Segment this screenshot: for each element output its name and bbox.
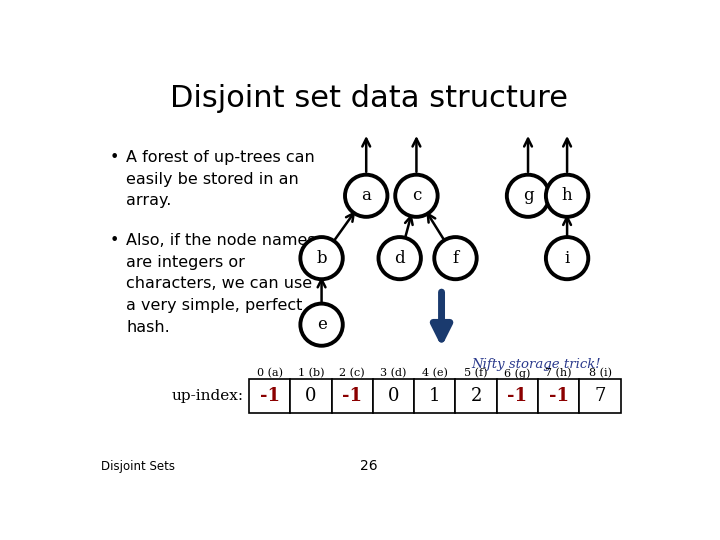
Bar bbox=[456, 379, 497, 413]
Ellipse shape bbox=[546, 237, 588, 279]
Bar bbox=[290, 379, 332, 413]
Text: 8 (i): 8 (i) bbox=[588, 368, 611, 379]
Text: 0: 0 bbox=[305, 387, 317, 405]
Text: 0 (a): 0 (a) bbox=[256, 368, 283, 379]
Text: 2: 2 bbox=[470, 387, 482, 405]
Ellipse shape bbox=[395, 175, 438, 217]
Text: •: • bbox=[109, 233, 119, 248]
Bar bbox=[249, 379, 290, 413]
Bar bbox=[580, 379, 621, 413]
Text: 26: 26 bbox=[360, 459, 378, 473]
Text: b: b bbox=[316, 249, 327, 267]
Text: characters, we can use: characters, we can use bbox=[126, 276, 312, 292]
Text: 5 (f): 5 (f) bbox=[464, 368, 488, 379]
Text: 0: 0 bbox=[388, 387, 400, 405]
Text: up-index:: up-index: bbox=[171, 389, 243, 403]
Text: easily be stored in an: easily be stored in an bbox=[126, 172, 299, 187]
Text: c: c bbox=[412, 187, 421, 204]
Ellipse shape bbox=[507, 175, 549, 217]
Text: -1: -1 bbox=[260, 387, 279, 405]
Text: a: a bbox=[361, 187, 371, 204]
Text: are integers or: are integers or bbox=[126, 255, 245, 270]
Text: d: d bbox=[395, 249, 405, 267]
Ellipse shape bbox=[300, 237, 343, 279]
Text: e: e bbox=[317, 316, 326, 333]
Text: i: i bbox=[564, 249, 570, 267]
Text: 7: 7 bbox=[594, 387, 606, 405]
Text: 4 (e): 4 (e) bbox=[422, 368, 448, 379]
Text: A forest of up-trees can: A forest of up-trees can bbox=[126, 150, 315, 165]
Text: g: g bbox=[523, 187, 534, 204]
Text: array.: array. bbox=[126, 193, 171, 208]
Text: -1: -1 bbox=[342, 387, 362, 405]
Text: 1: 1 bbox=[429, 387, 441, 405]
Bar bbox=[373, 379, 414, 413]
Text: Disjoint set data structure: Disjoint set data structure bbox=[170, 84, 568, 112]
Text: -1: -1 bbox=[549, 387, 569, 405]
Text: 1 (b): 1 (b) bbox=[297, 368, 324, 379]
Text: Nifty storage trick!: Nifty storage trick! bbox=[472, 358, 601, 371]
Text: h: h bbox=[562, 187, 572, 204]
Text: -1: -1 bbox=[508, 387, 528, 405]
Text: 2 (c): 2 (c) bbox=[339, 368, 365, 379]
Text: Also, if the node names: Also, if the node names bbox=[126, 233, 316, 248]
Ellipse shape bbox=[300, 303, 343, 346]
Text: 7 (h): 7 (h) bbox=[546, 368, 572, 379]
Text: f: f bbox=[452, 249, 459, 267]
Bar bbox=[332, 379, 373, 413]
Bar bbox=[538, 379, 580, 413]
Ellipse shape bbox=[345, 175, 387, 217]
Bar bbox=[414, 379, 456, 413]
Bar bbox=[497, 379, 538, 413]
Text: 6 (g): 6 (g) bbox=[504, 368, 531, 379]
Ellipse shape bbox=[546, 175, 588, 217]
Text: 3 (d): 3 (d) bbox=[380, 368, 407, 379]
Text: Disjoint Sets: Disjoint Sets bbox=[101, 460, 175, 473]
Text: hash.: hash. bbox=[126, 320, 170, 335]
Text: •: • bbox=[109, 150, 119, 165]
Text: a very simple, perfect: a very simple, perfect bbox=[126, 298, 302, 313]
Ellipse shape bbox=[379, 237, 421, 279]
Ellipse shape bbox=[434, 237, 477, 279]
